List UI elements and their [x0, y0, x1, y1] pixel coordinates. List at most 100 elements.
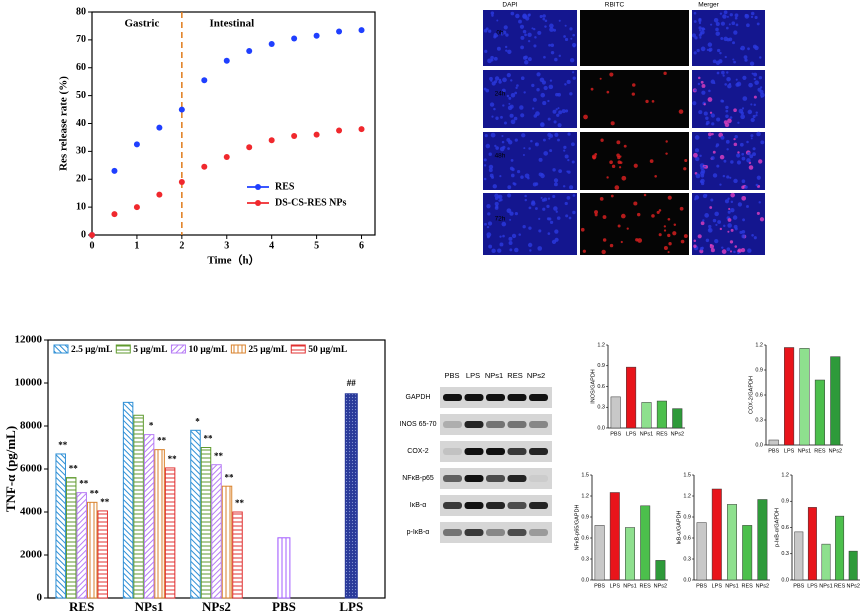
y-tick-label: 0.0: [597, 425, 605, 431]
cell-spot: [712, 173, 718, 178]
cell-spot: [708, 224, 712, 229]
blot-band: [443, 421, 462, 428]
cell-spot: [651, 100, 655, 103]
cell-spot: [734, 135, 738, 139]
cell-spot: [520, 35, 525, 40]
cell-spot: [524, 194, 527, 198]
cell-spot: [721, 249, 727, 254]
cell-spot: [536, 72, 541, 77]
cell-spot: [697, 234, 702, 239]
cell-spot: [556, 216, 561, 220]
cell-spot: [553, 182, 558, 187]
cell-spot: [549, 23, 554, 29]
cell-spot: [486, 204, 491, 209]
blot-band: [486, 448, 505, 455]
y-tick-label: 0.6: [683, 535, 691, 541]
bar: [76, 492, 87, 599]
cell-spot: [736, 81, 742, 87]
significance-label: **: [157, 436, 167, 446]
cell-spot: [540, 122, 545, 127]
data-point: [246, 48, 253, 55]
cell-spot: [724, 55, 727, 59]
y-tick-label: 80: [76, 6, 86, 17]
y-tick-label: 4000: [20, 506, 43, 518]
y-tick-label: 0.6: [581, 535, 589, 541]
cell-spot: [698, 76, 701, 80]
cell-spot: [702, 219, 705, 222]
cell-spot: [750, 11, 755, 16]
cell-spot: [491, 14, 494, 17]
bar: [799, 348, 810, 446]
data-point: [291, 35, 298, 42]
cell-spot: [701, 83, 706, 88]
cell-spot: [755, 183, 759, 187]
y-tick-label: 0.6: [597, 384, 605, 390]
y-tick-label: 20: [76, 174, 86, 185]
cell-spot: [720, 37, 724, 40]
data-point: [133, 141, 140, 148]
cell-spot: [746, 204, 749, 208]
cell-spot: [621, 213, 626, 219]
y-axis-label: p-IκB-α/GAPDH: [774, 508, 780, 547]
cell-spot: [571, 160, 575, 164]
y-tick-label: 10000: [15, 377, 43, 389]
cell-spot: [727, 197, 730, 200]
row-label: 48h: [495, 153, 506, 160]
y-tick-label: 1.2: [683, 493, 691, 499]
cell-spot: [750, 117, 755, 123]
cell-spot: [506, 94, 510, 98]
cell-spot: [734, 245, 738, 248]
cell-spot: [721, 70, 725, 75]
cell-spot: [711, 122, 715, 126]
cell-spot: [511, 233, 517, 239]
x-tick-label: PBS: [272, 599, 296, 614]
data-point: [268, 137, 275, 144]
cell-spot: [552, 109, 557, 114]
cell-spot: [719, 51, 722, 55]
blot-band: [529, 502, 548, 509]
cell-spot: [749, 154, 754, 159]
column-label: DAPI: [502, 2, 517, 9]
cell-spot: [497, 248, 502, 253]
cell-spot: [522, 55, 527, 60]
bar: [807, 507, 817, 581]
row-label: 72h: [495, 216, 506, 223]
cell-spot: [557, 123, 562, 128]
cell-spot: [744, 13, 750, 19]
cell-spot: [569, 57, 575, 63]
cell-spot: [737, 121, 740, 124]
cell-spot: [554, 229, 559, 234]
x-tick-label: 6: [359, 240, 364, 251]
cell-spot: [727, 83, 732, 89]
cell-spot: [513, 182, 517, 186]
cell-spot: [555, 108, 558, 111]
cell-spot: [698, 33, 702, 37]
cell-spot: [513, 116, 518, 121]
y-tick-label: 12000: [15, 334, 43, 346]
cell-spot: [716, 71, 720, 75]
cell-spot: [710, 23, 713, 26]
data-point: [313, 131, 320, 138]
cell-spot: [540, 92, 546, 98]
bar: [594, 525, 605, 581]
cell-spot: [499, 242, 504, 247]
cell-spot: [529, 249, 532, 252]
bar: [656, 400, 667, 429]
blot-band: [507, 448, 527, 455]
cell-spot: [483, 164, 487, 167]
cell-spot: [572, 194, 576, 197]
blot-band: [507, 421, 527, 428]
cell-spot: [700, 46, 706, 52]
cell-spot: [703, 111, 708, 116]
cell-spot: [609, 243, 614, 248]
cell-spot: [667, 195, 672, 200]
cell-spot: [731, 21, 736, 26]
blot-band: [507, 529, 527, 536]
cell-spot: [518, 233, 521, 236]
cell-spot: [518, 19, 522, 24]
cell-spot: [714, 238, 719, 244]
cell-spot: [729, 116, 733, 119]
cell-spot: [751, 233, 754, 237]
x-tick-label: PBS: [768, 448, 779, 454]
cell-spot: [528, 147, 531, 150]
